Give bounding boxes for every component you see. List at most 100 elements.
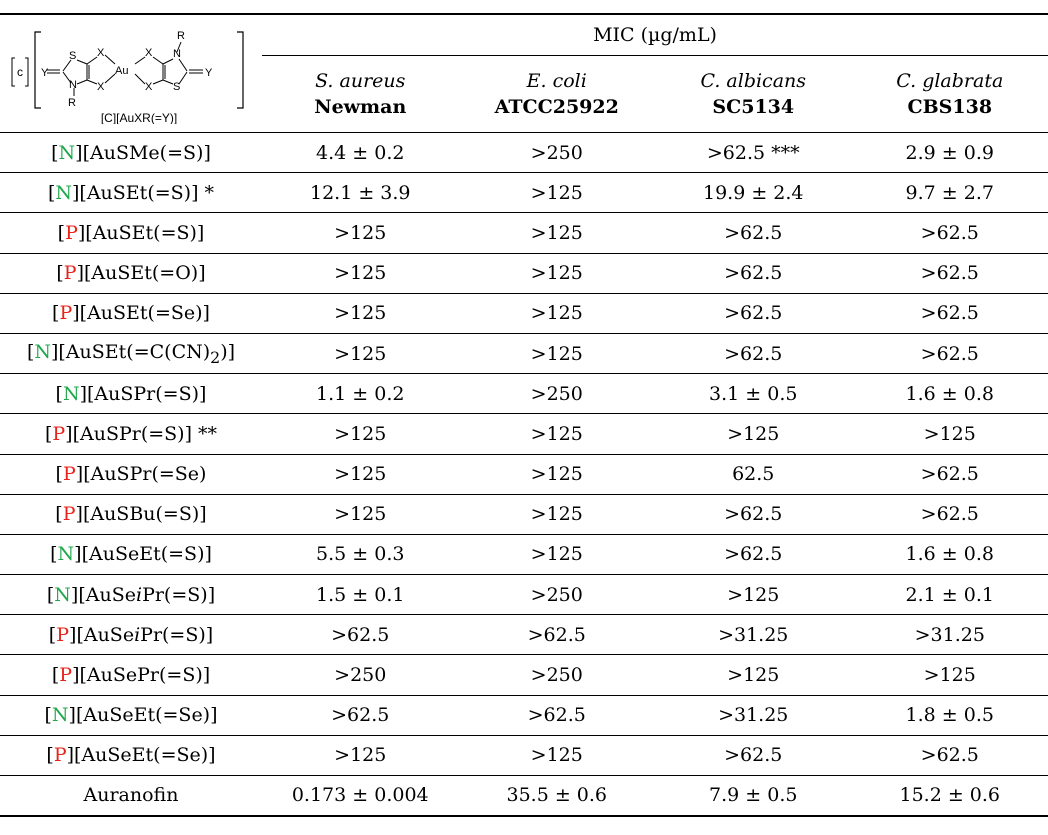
compound-name-cell: [P][AuSePr(=S)] — [0, 654, 262, 696]
col-species: C. albicans — [700, 70, 807, 92]
mic-value-cell: >62.5 — [262, 695, 459, 736]
mic-value-cell: >125 — [458, 212, 655, 254]
compound-name-cell: [N][AuSEt(=S)] * — [0, 172, 262, 214]
mic-value-cell: 1.1 ± 0.2 — [262, 373, 459, 415]
table-row: [N][AuSeEt(=S)] 5.5 ± 0.3 >125 >62.5 1.6 ± 0… — [0, 534, 1048, 576]
mic-value-cell: >250 — [458, 132, 655, 174]
compound-name-cell: [P][AuSEt(=S)] — [0, 212, 262, 254]
compound-name-cell: [N][AuSeEt(=S)] — [0, 534, 262, 576]
compound-formula: [AuSEt(=S)] — [79, 181, 199, 204]
table-row: [P][AuSBu(=S)] >125 >125 >62.5 >62.5 — [0, 494, 1048, 535]
mic-value-cell: >62.5 — [655, 293, 852, 334]
compound-formula-italic: i — [135, 583, 143, 606]
mic-value-cell: >62.5 — [851, 494, 1048, 535]
atom-au: Au — [115, 65, 128, 77]
col-species: C. glabrata — [896, 70, 1004, 92]
table-row: [P][AuSeiPr(=S)] >62.5 >62.5 >31.25 >31.25 — [0, 614, 1048, 656]
compound-formula: [AuSe — [78, 583, 136, 606]
compound-name-cell: [N][AuSeiPr(=S)] — [0, 574, 262, 616]
atom-x-2: X — [97, 81, 105, 93]
compound-name-cell: [P][AuSEt(=Se)] — [0, 293, 262, 334]
col-header-2: C. albicans SC5134 — [655, 55, 852, 133]
mic-value-cell: >62.5 — [851, 253, 1048, 294]
compound-formula: [AuSEt(=Se)] — [79, 302, 210, 325]
compound-name-cell: [P][AuSPr(=S)] ** — [0, 413, 262, 455]
compound-label: Auranofin — [83, 784, 179, 807]
compound-formula-tail: )] — [220, 340, 236, 363]
mic-value-cell: >62.5 — [655, 253, 852, 294]
table-row: [P][AuSEt(=Se)] >125 >125 >62.5 >62.5 — [0, 293, 1048, 334]
compound-name-cell: [P][AuSEt(=O)] — [0, 253, 262, 294]
compound-name-cell: [P][AuSBu(=S)] — [0, 494, 262, 535]
table-row: [P][AuSeEt(=Se)] >125 >125 >62.5 >62.5 — [0, 735, 1048, 777]
mic-value-cell: 1.6 ± 0.8 — [851, 534, 1048, 576]
mic-value-cell: 7.9 ± 0.5 — [655, 775, 852, 817]
table-row: [N][AuSeEt(=Se)] >62.5 >62.5 >31.25 1.8 ± 0.… — [0, 695, 1048, 736]
mic-value-cell: >250 — [262, 654, 459, 696]
mic-value-cell: >125 — [262, 735, 459, 777]
cation-letter: N — [58, 141, 76, 164]
mic-value-cell: >125 — [851, 654, 1048, 696]
mic-value-cell: 2.1 ± 0.1 — [851, 574, 1048, 616]
cation-letter: P — [63, 262, 77, 285]
mic-value-cell: >125 — [458, 534, 655, 576]
mic-value-cell: >62.5 — [262, 614, 459, 656]
mic-value-cell: >125 — [262, 253, 459, 294]
compound-formula: [AuSEt(=S)] — [85, 221, 205, 244]
mic-value-cell: >31.25 — [655, 614, 852, 656]
compound-name-cell: [P][AuSeiPr(=S)] — [0, 614, 262, 656]
mic-value-cell: >62.5 — [458, 695, 655, 736]
gold-complex-structure-diagram: c — [11, 30, 244, 124]
col-strain: Newman — [314, 96, 407, 118]
mic-value-cell: >125 — [262, 454, 459, 495]
table-row: [P][AuSPr(=Se) >125 >125 62.5 >62.5 — [0, 454, 1048, 495]
compound-formula: [AuSe — [76, 623, 135, 646]
mic-value-cell: >125 — [655, 574, 852, 616]
cation-letter: N — [34, 340, 51, 363]
mic-value-cell: 12.1 ± 3.9 — [262, 172, 459, 214]
atom-x-4: X — [145, 81, 153, 93]
compound-formula: [AuSMe(=S)] — [82, 141, 211, 164]
footnote-marker: * — [198, 181, 215, 204]
mic-value-cell: 62.5 — [655, 454, 852, 495]
mic-value-cell: >31.25 — [851, 614, 1048, 656]
mic-value-cell: >125 — [655, 654, 852, 696]
cation-letter: N — [62, 382, 80, 405]
mic-value-cell: >62.5 — [458, 614, 655, 656]
cation-letter: N — [57, 543, 75, 566]
atom-x-1: X — [97, 47, 105, 59]
compound-name-cell: [N][AuSMe(=S)] — [0, 132, 262, 174]
atom-n-right: N — [173, 48, 181, 60]
compound-name-cell: [N][AuSPr(=S)] — [0, 373, 262, 415]
mic-value-cell: 35.5 ± 0.6 — [458, 775, 655, 817]
compound-name-cell: [N][AuSEt(=C(CN)2)] — [0, 333, 262, 375]
compound-name-cell: [P][AuSPr(=Se) — [0, 454, 262, 495]
mic-value-cell: >125 — [851, 413, 1048, 455]
compound-formula: [AuSPr(=S)] — [72, 422, 193, 445]
col-header-3: C. glabrata CBS138 — [851, 55, 1048, 133]
compound-formula-rest: Pr(=S)] — [140, 623, 214, 646]
mic-value-cell: 2.9 ± 0.9 — [851, 132, 1048, 174]
mic-value-cell: >62.5 — [851, 212, 1048, 254]
compound-formula-italic: i — [134, 623, 141, 646]
compound-formula-rest: Pr(=S)] — [142, 583, 216, 606]
mic-value-cell: >62.5 — [655, 534, 852, 576]
col-species: E. coli — [526, 70, 587, 92]
col-header-1: E. coli ATCC25922 — [458, 55, 655, 133]
mic-value-cell: >125 — [458, 454, 655, 495]
mic-value-cell: >125 — [458, 413, 655, 455]
compound-formula: [AuSPr(=S)] — [87, 382, 207, 405]
compound-formula: [AuSEt(=C(CN) — [58, 340, 211, 363]
mic-value-cell: >125 — [458, 333, 655, 375]
mic-value-cell: 3.1 ± 0.5 — [655, 373, 852, 415]
mic-value-cell: >62.5 — [655, 735, 852, 777]
cation-letter: P — [59, 302, 73, 325]
mic-value-cell: >125 — [655, 413, 852, 455]
mic-table: c — [0, 13, 1048, 817]
table-row: [P][AuSPr(=S)] ** >125 >125 >125 >125 — [0, 413, 1048, 455]
compound-name-cell: [P][AuSeEt(=Se)] — [0, 735, 262, 777]
structure-caption: [C][AuXR(=Y)] — [101, 111, 177, 124]
mic-value-cell: 4.4 ± 0.2 — [262, 132, 459, 174]
atom-s-right: S — [173, 81, 180, 93]
structure-header-cell: c — [0, 13, 262, 133]
